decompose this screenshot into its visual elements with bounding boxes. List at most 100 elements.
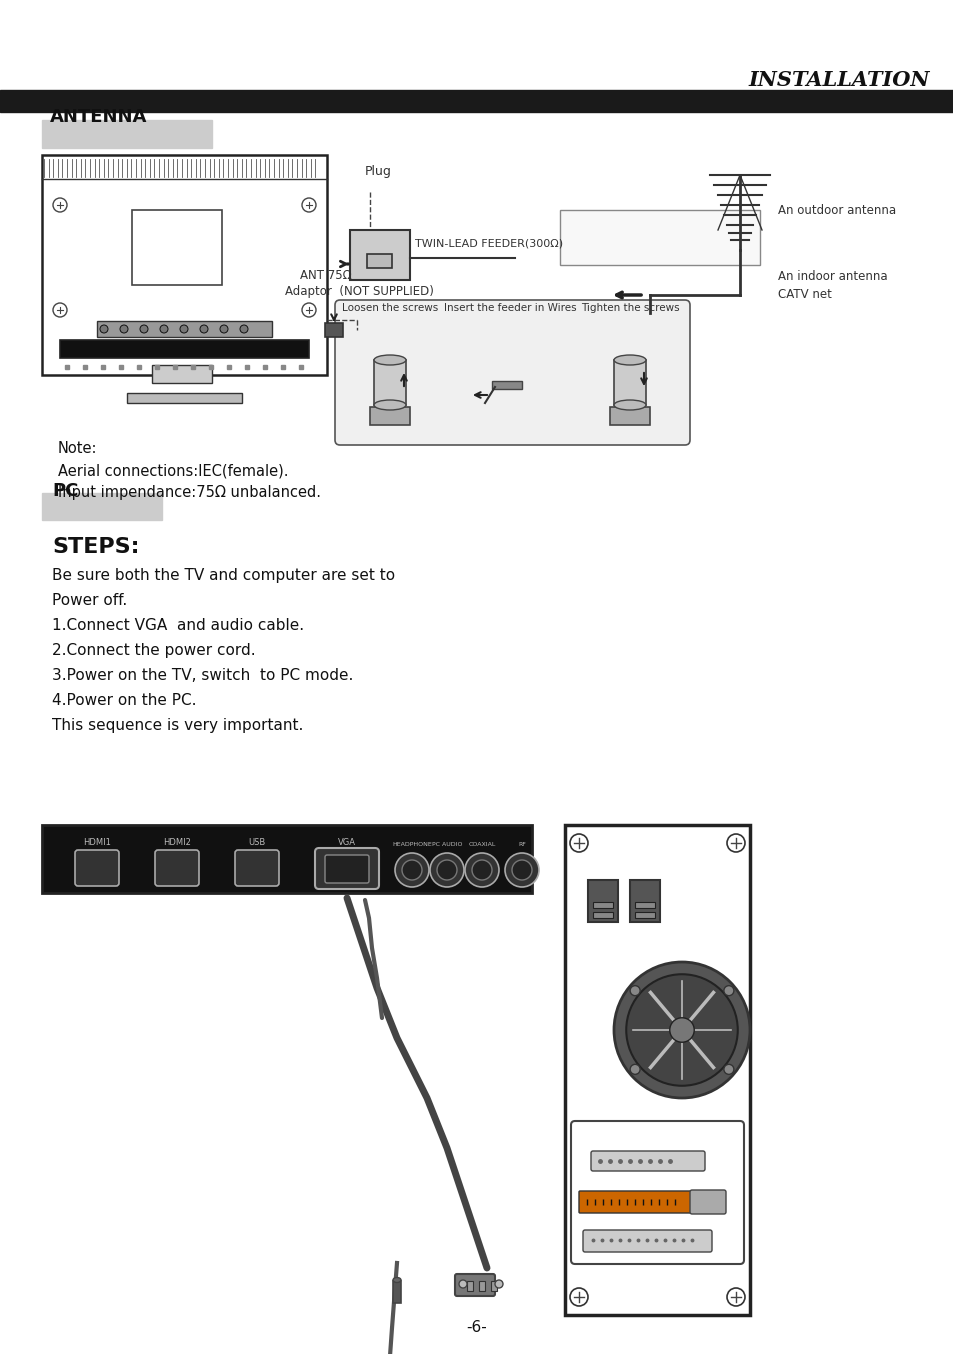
Circle shape	[495, 1280, 502, 1288]
Circle shape	[140, 325, 148, 333]
Circle shape	[504, 853, 538, 887]
Text: HDMI1: HDMI1	[83, 838, 111, 848]
Text: Loosen the screws: Loosen the screws	[341, 303, 437, 313]
Bar	[559, 210, 760, 265]
Bar	[374, 360, 406, 405]
Circle shape	[180, 325, 188, 333]
Circle shape	[723, 986, 733, 995]
Text: Tighten the screws: Tighten the screws	[580, 303, 679, 313]
Circle shape	[726, 834, 744, 852]
Text: HEADPHONE: HEADPHONE	[392, 842, 432, 848]
Bar	[0, 89, 953, 112]
Circle shape	[614, 961, 749, 1098]
Circle shape	[401, 860, 421, 880]
FancyBboxPatch shape	[582, 1229, 711, 1252]
Circle shape	[53, 198, 67, 213]
Text: HDMI2: HDMI2	[163, 838, 191, 848]
Bar	[587, 880, 618, 922]
Bar	[42, 121, 212, 148]
Text: Plug: Plug	[365, 165, 392, 177]
Ellipse shape	[374, 399, 406, 410]
Text: USB: USB	[248, 838, 265, 848]
Circle shape	[630, 1064, 639, 1074]
FancyBboxPatch shape	[689, 1190, 725, 1215]
Text: Power off.: Power off.	[52, 593, 127, 608]
FancyBboxPatch shape	[455, 1274, 495, 1296]
FancyBboxPatch shape	[335, 301, 689, 445]
Circle shape	[53, 303, 67, 317]
Bar	[491, 1281, 497, 1290]
Text: COAXIAL: COAXIAL	[468, 842, 496, 848]
Bar	[132, 210, 222, 284]
Text: Adaptor  (NOT SUPPLIED): Adaptor (NOT SUPPLIED)	[285, 284, 434, 298]
Bar	[97, 321, 272, 337]
Text: VGA: VGA	[337, 838, 355, 848]
Bar	[350, 230, 410, 280]
FancyBboxPatch shape	[154, 850, 199, 886]
Circle shape	[569, 834, 587, 852]
Bar	[492, 380, 521, 389]
FancyBboxPatch shape	[590, 1151, 704, 1171]
FancyBboxPatch shape	[325, 854, 369, 883]
Circle shape	[395, 853, 429, 887]
Circle shape	[458, 1280, 467, 1288]
FancyBboxPatch shape	[234, 850, 278, 886]
Bar	[635, 902, 655, 909]
Text: Aerial connections:IEC(female).: Aerial connections:IEC(female).	[58, 463, 288, 478]
Bar	[614, 360, 645, 405]
Bar	[478, 1281, 484, 1290]
Bar	[325, 324, 343, 337]
Text: STEPS:: STEPS:	[52, 538, 139, 556]
Text: Input impendance:75Ω unbalanced.: Input impendance:75Ω unbalanced.	[58, 485, 320, 500]
Text: Insert the feeder in Wires: Insert the feeder in Wires	[443, 303, 576, 313]
Bar	[42, 154, 327, 375]
Text: INSTALLATION: INSTALLATION	[748, 70, 929, 89]
Circle shape	[436, 860, 456, 880]
Bar	[60, 340, 309, 357]
Bar	[127, 393, 242, 403]
Circle shape	[569, 1288, 587, 1307]
Text: ANTENNA: ANTENNA	[50, 108, 147, 126]
Circle shape	[200, 325, 208, 333]
Bar	[393, 1281, 400, 1303]
Circle shape	[240, 325, 248, 333]
Circle shape	[625, 975, 737, 1086]
Bar	[152, 366, 212, 383]
Circle shape	[100, 325, 108, 333]
Text: RF: RF	[517, 842, 525, 848]
Circle shape	[472, 860, 492, 880]
Circle shape	[430, 853, 463, 887]
Ellipse shape	[374, 355, 406, 366]
Ellipse shape	[393, 1278, 400, 1282]
Text: Note:: Note:	[58, 441, 97, 456]
Text: PC AUDIO: PC AUDIO	[432, 842, 462, 848]
Text: 2.Connect the power cord.: 2.Connect the power cord.	[52, 643, 255, 658]
Circle shape	[302, 303, 315, 317]
FancyBboxPatch shape	[578, 1192, 696, 1213]
FancyBboxPatch shape	[571, 1121, 743, 1265]
Circle shape	[120, 325, 128, 333]
Circle shape	[160, 325, 168, 333]
Text: Be sure both the TV and computer are set to: Be sure both the TV and computer are set…	[52, 567, 395, 584]
Bar	[635, 913, 655, 918]
Text: 3.Power on the TV, switch  to PC mode.: 3.Power on the TV, switch to PC mode.	[52, 668, 353, 682]
Bar	[564, 825, 749, 1315]
Circle shape	[220, 325, 228, 333]
Ellipse shape	[614, 355, 645, 366]
Bar	[467, 1281, 473, 1290]
Circle shape	[512, 860, 532, 880]
Ellipse shape	[614, 399, 645, 410]
Text: ANT 75Ω: ANT 75Ω	[299, 269, 352, 282]
Bar	[42, 493, 162, 520]
Text: An indoor antenna
CATV net: An indoor antenna CATV net	[778, 269, 886, 301]
Circle shape	[723, 1064, 733, 1074]
Bar	[42, 825, 532, 894]
Text: An outdoor antenna: An outdoor antenna	[778, 203, 895, 217]
Circle shape	[669, 1018, 694, 1043]
Text: -6-: -6-	[466, 1320, 487, 1335]
FancyBboxPatch shape	[75, 850, 119, 886]
Circle shape	[302, 198, 315, 213]
Text: This sequence is very important.: This sequence is very important.	[52, 718, 303, 733]
Text: PC: PC	[52, 482, 78, 500]
Text: 1.Connect VGA  and audio cable.: 1.Connect VGA and audio cable.	[52, 617, 304, 634]
